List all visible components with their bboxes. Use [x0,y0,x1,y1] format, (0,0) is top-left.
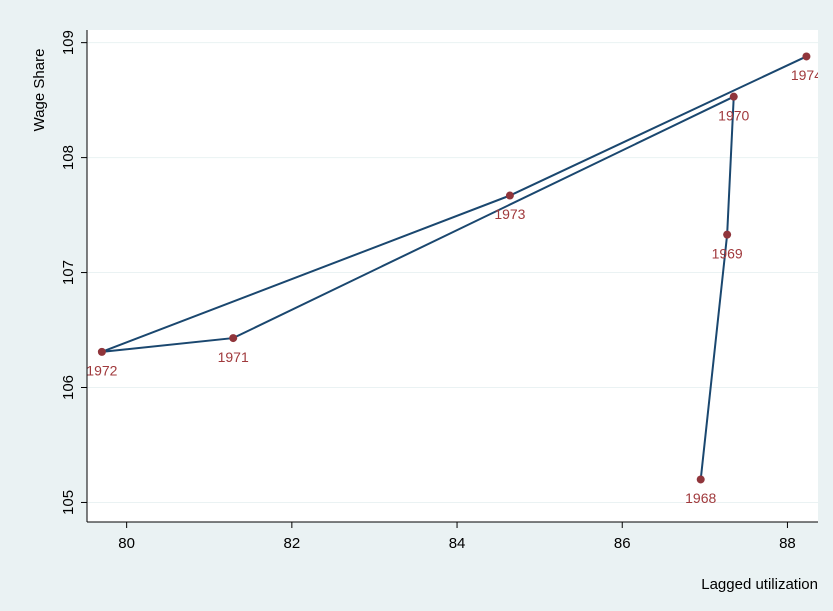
x-axis-title: Lagged utilization [701,576,818,593]
x-tick-label: 84 [449,535,466,552]
point [696,475,705,484]
y-tick-label: 108 [60,145,77,170]
x-tick-label: 88 [779,535,796,552]
x-tick-label: 82 [284,535,301,552]
series [97,52,811,484]
point [97,347,106,356]
point [729,92,738,101]
y-tick-label: 107 [60,260,77,285]
point-label: 1968 [685,490,716,506]
point-label: 1972 [86,363,117,379]
point-label: 1970 [718,107,749,123]
y-tick-label: 105 [60,490,77,515]
point [229,334,238,343]
grid [87,42,818,503]
point [802,52,811,61]
point-label: 1973 [494,206,525,222]
y-tick-label: 106 [60,375,77,400]
x-tick-label: 86 [614,535,631,552]
y-axis-title: Wage Share [31,49,48,132]
plot-area [87,30,818,522]
point [723,230,732,239]
point-label: 1969 [712,245,743,261]
point [505,191,514,200]
point-label: 1974 [791,67,822,83]
y-tick-label: 109 [60,30,77,55]
x-tick-label: 80 [118,535,135,552]
point-label: 1971 [218,349,249,365]
point-labels: 1968 1969 1970 1971 1972 1973 1974 [86,67,822,506]
